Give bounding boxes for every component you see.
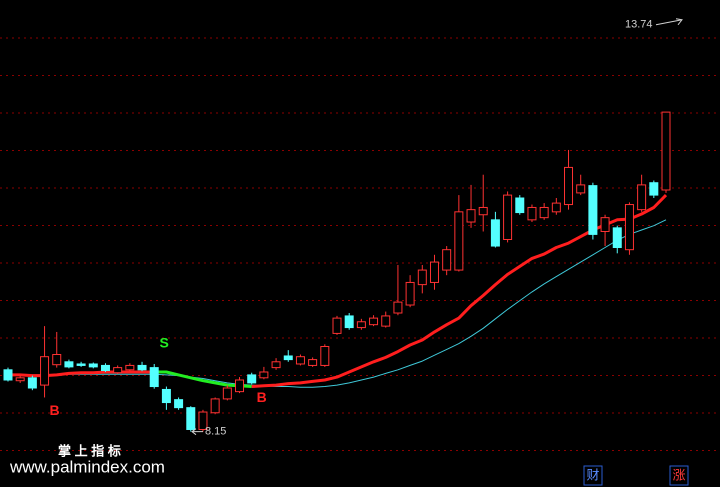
candle-body	[393, 301, 403, 314]
candle-body	[222, 387, 232, 400]
candle-body	[295, 356, 305, 365]
candle-body	[15, 377, 25, 382]
candle-body	[210, 398, 220, 414]
candle-body	[137, 364, 147, 371]
footer-title: 掌 上 指 标	[58, 443, 121, 458]
candle-body	[186, 407, 196, 430]
low-marker: 8.15	[205, 426, 226, 438]
candle-body	[259, 371, 269, 379]
candle-body	[308, 359, 318, 366]
high-arrow	[655, 18, 683, 26]
candle-body	[40, 356, 50, 386]
candle-body	[442, 249, 452, 271]
candle-body	[64, 361, 74, 368]
candle-body	[27, 377, 37, 389]
candle-body	[564, 166, 574, 206]
button-right[interactable]: 涨	[672, 467, 685, 482]
candle-body	[539, 206, 549, 219]
candle-body	[76, 363, 86, 366]
candle-body	[478, 206, 488, 216]
grid	[0, 37, 720, 451]
candle-body	[649, 182, 659, 196]
candle-body	[283, 355, 293, 361]
plot	[3, 111, 671, 432]
signal-label: B	[49, 402, 59, 418]
candle-body	[320, 346, 330, 366]
low-arrow	[191, 428, 203, 436]
signal-label: B	[257, 389, 267, 405]
candle-body	[454, 211, 464, 271]
candle-body	[100, 364, 110, 372]
candle-body	[515, 197, 525, 214]
candle-body	[661, 111, 671, 191]
ma-line	[8, 370, 155, 378]
candle-body	[198, 411, 208, 430]
candle-body	[405, 281, 415, 306]
watermark: www.palmindex.com	[9, 457, 165, 476]
button-left[interactable]: 财	[586, 467, 599, 482]
candle-body	[503, 194, 513, 240]
candle-body	[588, 185, 598, 235]
candle-body	[332, 317, 342, 334]
candle-body	[490, 219, 500, 247]
signal-label: S	[160, 335, 169, 351]
candle-body	[576, 184, 586, 194]
candle-body	[247, 374, 257, 384]
candle-body	[3, 369, 13, 381]
candle-body	[125, 364, 135, 371]
button-frame[interactable]	[583, 465, 603, 486]
candle-body	[161, 388, 171, 404]
candle-body	[369, 317, 379, 326]
ma-line	[8, 219, 667, 388]
button-frame[interactable]	[669, 465, 689, 486]
candle-body	[624, 204, 634, 251]
candle-body	[174, 399, 184, 409]
candle-body	[466, 209, 476, 223]
candle-body	[527, 206, 537, 221]
candle-body	[600, 217, 610, 232]
candle-body	[271, 361, 281, 369]
candle-body	[52, 354, 62, 366]
candle-body	[113, 367, 123, 374]
candle-body	[417, 269, 427, 286]
candle-body	[356, 321, 366, 329]
candle-body	[612, 227, 622, 249]
candle-body	[149, 367, 159, 388]
candle-body	[551, 202, 561, 213]
candle-body	[429, 261, 439, 283]
candle-body	[637, 184, 647, 211]
high-marker: 13.74	[625, 19, 653, 31]
candle-body	[88, 363, 98, 368]
candle-body	[381, 315, 391, 327]
candle-body	[344, 315, 354, 329]
candle-body	[235, 379, 245, 393]
